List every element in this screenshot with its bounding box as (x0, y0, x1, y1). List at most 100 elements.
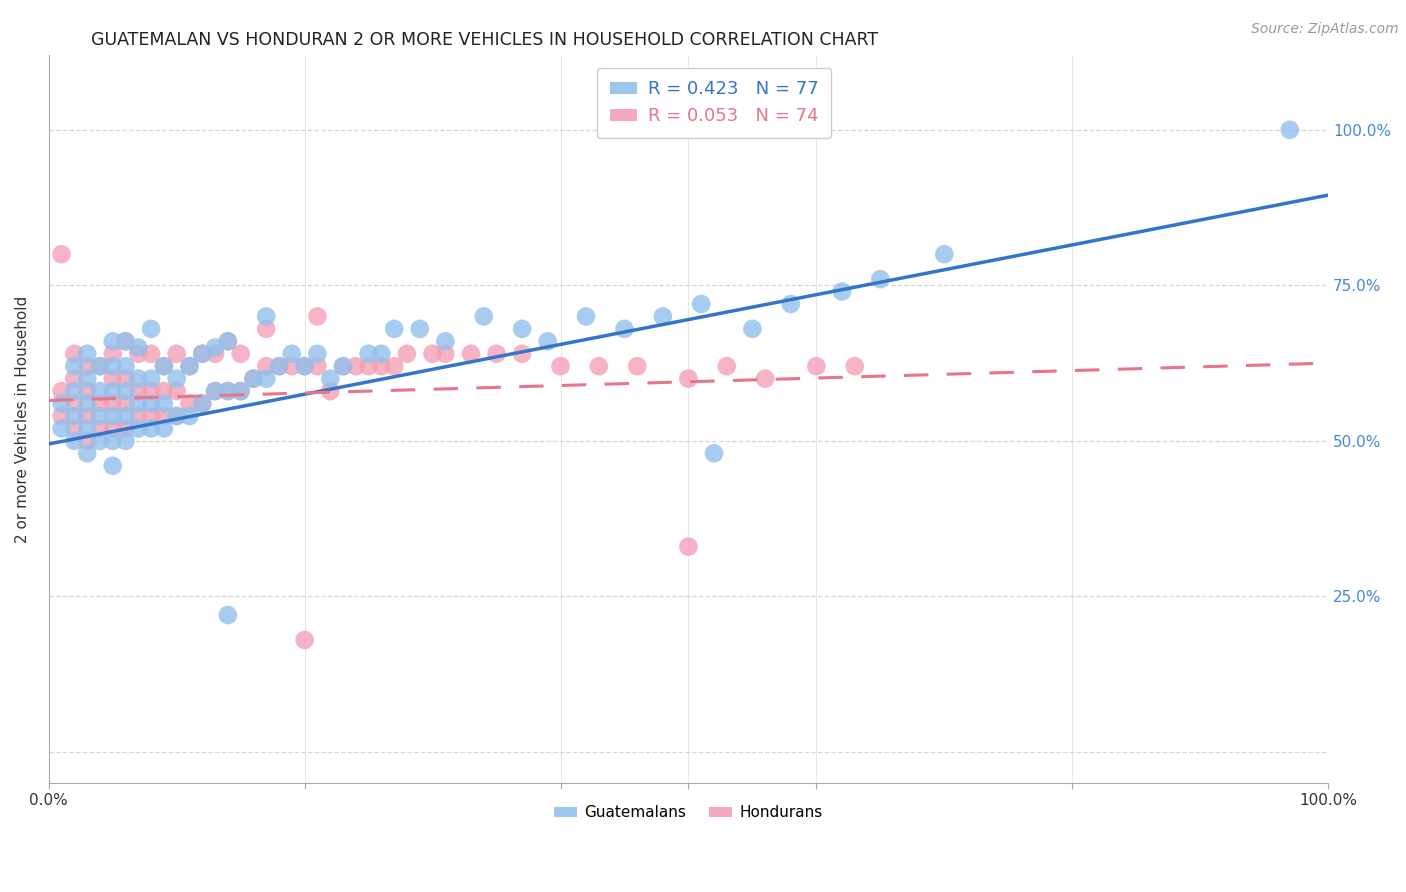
Point (76, 359, 98, 374)
Point (422, 347, 444, 361)
Text: Source: ZipAtlas.com: Source: ZipAtlas.com (1251, 22, 1399, 37)
Point (166, 409, 188, 423)
Point (51, 384, 73, 398)
Point (114, 434, 136, 448)
Point (254, 371, 277, 385)
Point (1278, 123, 1301, 137)
Point (114, 409, 136, 423)
Point (127, 341, 149, 355)
Point (332, 359, 354, 374)
Point (139, 421, 162, 435)
Point (89, 359, 111, 374)
Point (114, 396, 136, 410)
Point (101, 458, 124, 473)
Point (294, 632, 316, 647)
Point (741, 322, 763, 336)
Point (229, 347, 252, 361)
Point (626, 359, 648, 374)
Point (127, 347, 149, 361)
Point (294, 359, 316, 374)
Point (382, 322, 405, 336)
Point (179, 359, 201, 374)
Y-axis label: 2 or more Vehicles in Household: 2 or more Vehicles in Household (15, 295, 30, 542)
Point (934, 247, 956, 261)
Point (281, 359, 304, 374)
Point (153, 384, 176, 398)
Point (139, 322, 162, 336)
Point (779, 297, 801, 311)
Point (89, 409, 111, 423)
Legend: Guatemalans, Hondurans: Guatemalans, Hondurans (548, 799, 830, 826)
Point (101, 384, 124, 398)
Point (588, 359, 610, 374)
Point (127, 384, 149, 398)
Point (344, 359, 367, 374)
Point (63, 384, 86, 398)
Point (217, 334, 239, 349)
Point (63, 347, 86, 361)
Point (754, 371, 776, 385)
Point (831, 285, 853, 299)
Point (114, 421, 136, 435)
Point (114, 371, 136, 385)
Point (229, 384, 252, 398)
Point (153, 359, 176, 374)
Point (153, 421, 176, 435)
Point (319, 371, 342, 385)
Point (153, 409, 176, 423)
Point (869, 272, 891, 286)
Point (575, 310, 598, 324)
Point (370, 347, 392, 361)
Point (89, 421, 111, 435)
Point (716, 359, 738, 374)
Point (63, 421, 86, 435)
Point (204, 384, 226, 398)
Point (101, 334, 124, 349)
Point (204, 384, 226, 398)
Point (217, 384, 239, 398)
Point (550, 359, 572, 374)
Point (703, 446, 725, 460)
Point (101, 359, 124, 374)
Point (63, 371, 86, 385)
Point (254, 359, 277, 374)
Point (114, 359, 136, 374)
Point (204, 341, 226, 355)
Point (319, 384, 342, 398)
Point (267, 359, 290, 374)
Point (166, 409, 188, 423)
Point (434, 347, 457, 361)
Point (76, 421, 98, 435)
Point (127, 371, 149, 385)
Point (357, 359, 380, 374)
Point (806, 359, 828, 374)
Point (101, 409, 124, 423)
Point (76, 446, 98, 460)
Point (370, 359, 392, 374)
Point (101, 434, 124, 448)
Point (460, 347, 482, 361)
Point (153, 396, 176, 410)
Point (76, 347, 98, 361)
Point (281, 347, 304, 361)
Point (139, 371, 162, 385)
Point (191, 347, 214, 361)
Point (51, 396, 73, 410)
Point (357, 347, 380, 361)
Point (229, 384, 252, 398)
Point (217, 334, 239, 349)
Point (89, 434, 111, 448)
Point (63, 409, 86, 423)
Point (76, 384, 98, 398)
Point (76, 434, 98, 448)
Point (651, 310, 673, 324)
Point (76, 396, 98, 410)
Point (254, 322, 277, 336)
Point (63, 396, 86, 410)
Point (472, 310, 495, 324)
Point (51, 247, 73, 261)
Point (101, 421, 124, 435)
Point (613, 322, 636, 336)
Point (89, 359, 111, 374)
Point (179, 409, 201, 423)
